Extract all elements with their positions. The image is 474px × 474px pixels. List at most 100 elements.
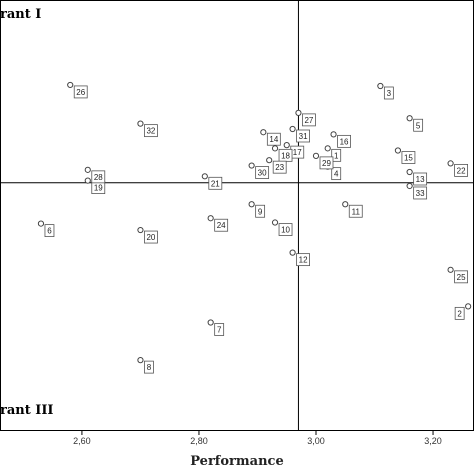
point-label: 19 [94,184,103,193]
point-label-box [302,113,316,127]
point-label-box [413,186,428,200]
point-label: 29 [322,159,331,168]
point-marker [201,173,208,180]
point-marker [342,201,349,208]
point-label-box [214,218,229,232]
point-label: 9 [258,207,263,216]
point-label-box [331,167,342,181]
point-label: 25 [457,273,466,282]
x-axis-ticks: 2,60 2,80 3,00 3,20 [73,430,442,446]
point-marker [406,115,413,122]
point-label-box [73,85,88,99]
point-label: 28 [94,173,103,182]
data-point-15: 15 [394,147,416,164]
point-label-box [454,163,468,177]
point-marker [330,131,337,138]
point-marker [84,166,91,173]
point-label-box [266,132,281,146]
point-label-box [383,86,394,100]
point-marker [447,160,454,167]
point-label-box [144,230,158,244]
data-point-11: 11 [342,201,363,218]
point-label-box [454,306,465,320]
point-marker [312,152,320,159]
data-point-21: 21 [201,173,223,190]
point-marker [271,145,279,152]
data-point-24: 24 [207,215,229,232]
data-point-1: 1 [324,145,342,162]
point-label-box [44,224,55,238]
point-label-box [208,176,223,190]
point-label: 10 [281,226,290,235]
point-marker [84,177,91,184]
point-label: 13 [416,175,425,184]
point-marker [137,226,144,234]
data-point-29: 29 [312,152,334,170]
point-label-box [278,223,293,236]
point-label: 5 [416,121,421,130]
point-label: 26 [76,88,85,97]
point-marker [289,125,296,133]
point-label-box [296,253,310,267]
data-point-10: 10 [271,219,293,236]
quadrant-label-bottom-left: rant III [0,403,54,418]
x-tick-label: 2,60 [73,436,91,446]
point-marker [406,182,413,190]
point-marker [207,215,214,222]
point-marker [394,147,402,154]
point-label-box [255,204,266,218]
point-label-box [144,360,154,374]
data-point-20: 20 [137,226,158,244]
data-point-27: 27 [295,109,316,127]
point-label-box [454,270,468,284]
point-label-box [272,160,287,174]
point-label-box [413,118,424,132]
point-label: 17 [293,148,302,157]
plot-frame [0,0,474,431]
data-point-26: 26 [67,81,88,99]
point-marker [271,219,279,226]
point-label: 32 [146,127,155,136]
data-point-9: 9 [248,201,266,218]
point-label: 31 [299,132,308,141]
point-label: 1 [334,151,339,160]
point-label-box [413,172,428,186]
point-label: 16 [340,137,349,146]
point-label-box [91,170,106,184]
point-label-box [296,129,310,143]
point-label: 30 [258,169,267,178]
data-point-19: 19 [84,177,106,195]
point-label: 6 [47,227,52,236]
point-label: 21 [211,179,220,188]
data-point-6: 6 [37,220,55,238]
data-point-23: 23 [266,157,287,174]
x-tick-label: 3,20 [424,436,442,446]
point-marker [377,82,384,90]
data-point-12: 12 [289,249,310,267]
point-label-box [401,151,416,164]
data-points: 1234567891011121314151617181920212223242… [37,81,472,374]
data-point-18: 18 [271,145,293,162]
data-point-3: 3 [377,82,394,100]
point-label-box [255,166,270,179]
point-marker [137,120,144,127]
point-label: 4 [334,170,339,179]
point-marker [324,145,331,152]
point-marker [207,319,214,326]
data-point-8: 8 [137,357,154,374]
point-label: 18 [281,151,290,160]
point-label: 11 [352,207,361,216]
point-label: 3 [387,89,392,98]
data-point-33: 33 [406,182,428,200]
data-point-25: 25 [447,266,468,284]
data-point-22: 22 [447,160,468,177]
point-marker [137,357,144,364]
data-point-5: 5 [406,115,424,132]
point-marker [295,109,302,116]
point-label-box [337,134,351,148]
point-label: 14 [269,135,278,144]
x-axis-label: Performance [190,454,284,469]
point-label: 33 [416,189,425,198]
data-point-16: 16 [330,131,351,148]
